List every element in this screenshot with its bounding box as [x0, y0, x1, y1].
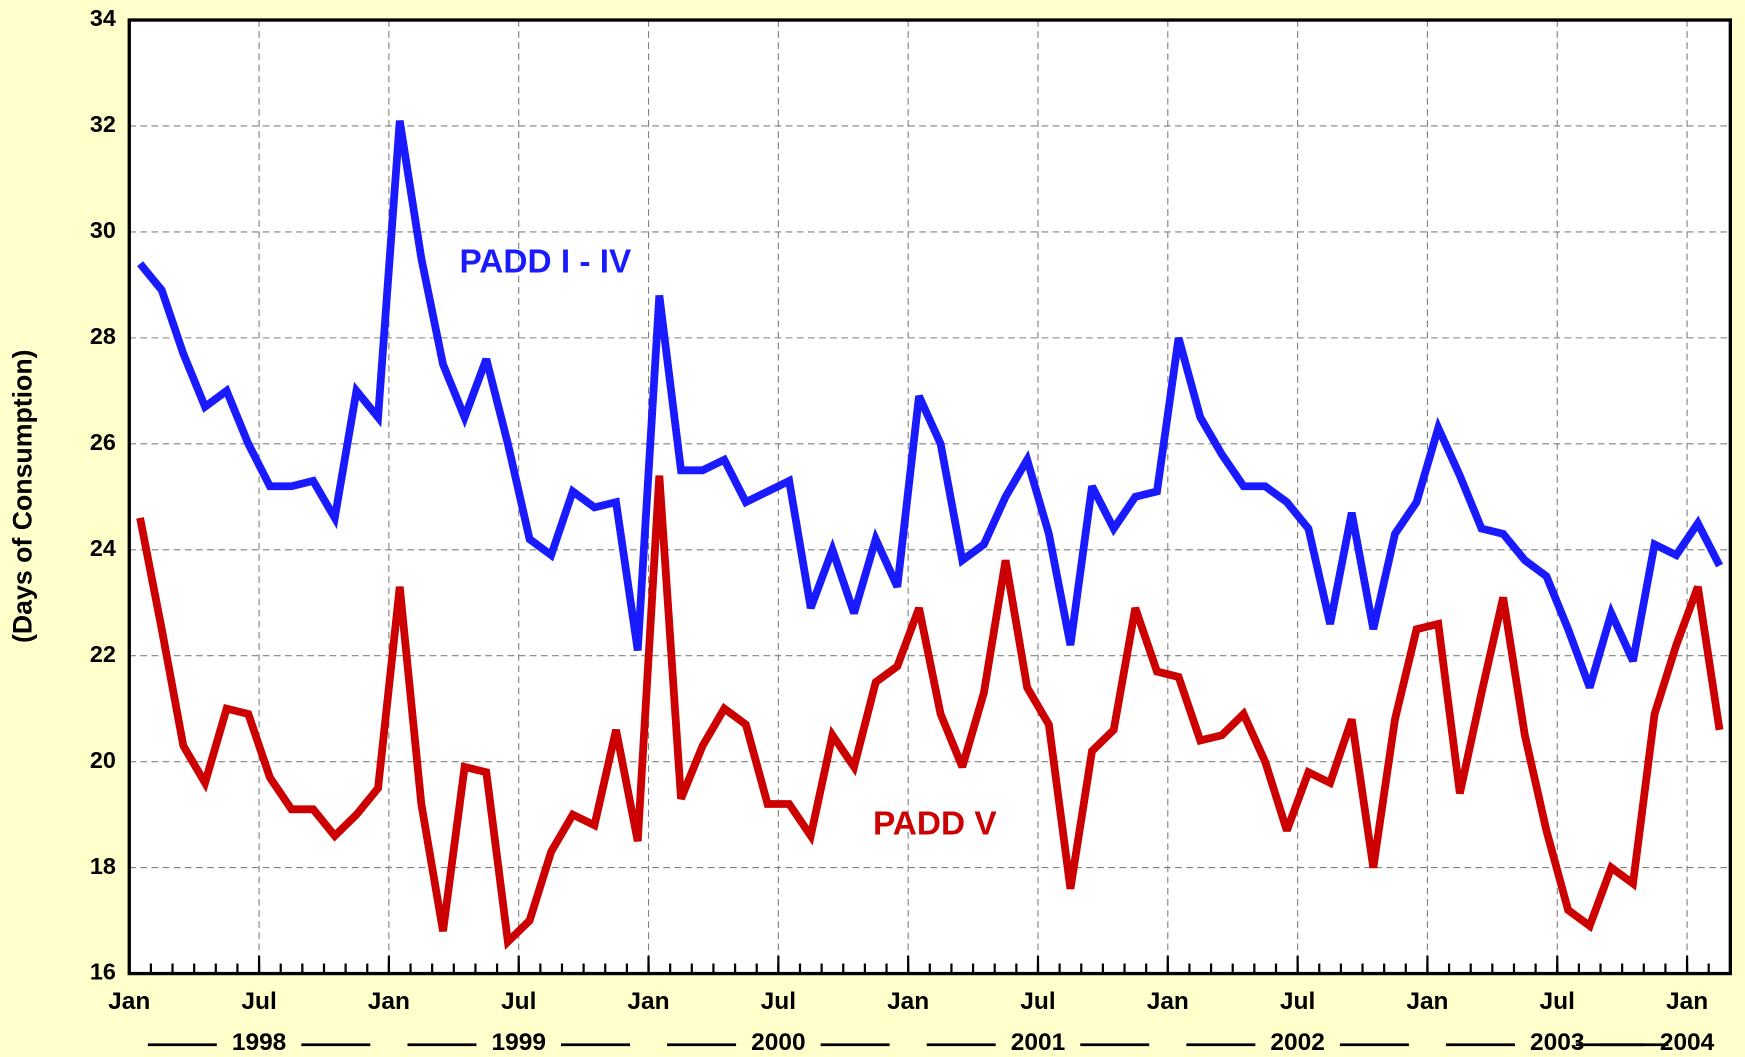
- x-tick-label: Jan: [627, 988, 669, 1015]
- x-tick-label: Jul: [1540, 988, 1575, 1015]
- y-tick-label: 26: [90, 429, 116, 455]
- y-tick-label: 18: [90, 853, 116, 879]
- series-line: [136, 475, 1724, 950]
- series-label: PADD I - IV: [460, 244, 632, 281]
- x-tick-label: Jul: [761, 988, 796, 1015]
- y-tick-label: 28: [90, 323, 116, 349]
- x-tick-label: Jul: [241, 988, 276, 1015]
- y-axis-label: (Days of Consumption): [8, 349, 38, 643]
- y-tick-label: 34: [90, 5, 116, 31]
- plot-layer: [129, 20, 1731, 974]
- year-label: 1999: [491, 1029, 545, 1056]
- series-label: PADD V: [873, 805, 997, 842]
- x-tick-label: Jan: [1666, 988, 1708, 1015]
- x-tick-label: Jul: [501, 988, 536, 1015]
- y-tick-label: 20: [90, 747, 116, 773]
- y-tick-label: 24: [90, 535, 116, 561]
- x-tick-label: Jul: [1280, 988, 1315, 1015]
- year-label: 1998: [232, 1029, 286, 1056]
- x-tick-label: Jan: [887, 988, 929, 1015]
- year-label: 2004: [1660, 1029, 1715, 1056]
- y-tick-label: 16: [90, 959, 116, 985]
- year-label: 2003: [1530, 1029, 1584, 1056]
- x-tick-label: Jul: [1020, 988, 1055, 1015]
- year-label: 2000: [751, 1029, 805, 1056]
- series-line: [137, 120, 1724, 689]
- y-tick-label: 32: [90, 111, 116, 137]
- y-tick-label: 30: [90, 217, 116, 243]
- year-label: 2002: [1270, 1029, 1324, 1056]
- y-tick-label: 22: [90, 641, 116, 667]
- year-label: 2001: [1011, 1029, 1065, 1056]
- x-tick-label: Jan: [1406, 988, 1448, 1015]
- x-tick-label: Jan: [1147, 988, 1189, 1015]
- x-tick-label: Jan: [368, 988, 410, 1015]
- x-tick-label: Jan: [108, 988, 150, 1015]
